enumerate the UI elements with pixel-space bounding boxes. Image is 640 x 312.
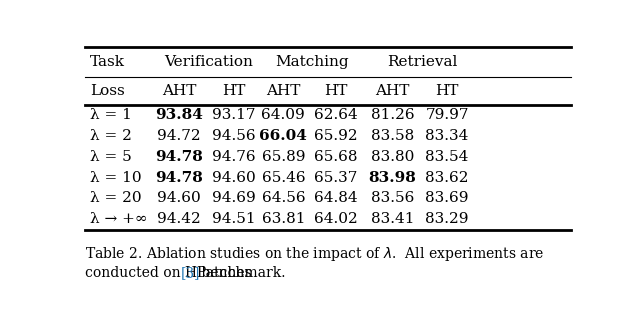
Text: 65.37: 65.37 bbox=[314, 171, 357, 185]
Text: λ = 5: λ = 5 bbox=[90, 150, 132, 164]
Text: 83.54: 83.54 bbox=[426, 150, 468, 164]
Text: λ = 1: λ = 1 bbox=[90, 108, 132, 122]
Text: HT: HT bbox=[222, 84, 246, 98]
Text: 83.29: 83.29 bbox=[426, 212, 468, 226]
Text: 94.72: 94.72 bbox=[157, 129, 201, 143]
Text: 63.81: 63.81 bbox=[262, 212, 305, 226]
Text: 83.58: 83.58 bbox=[371, 129, 414, 143]
Text: Retrieval: Retrieval bbox=[387, 55, 458, 69]
Text: 94.78: 94.78 bbox=[156, 150, 203, 164]
Text: [3]: [3] bbox=[180, 266, 200, 280]
Text: 83.34: 83.34 bbox=[426, 129, 468, 143]
Text: 94.69: 94.69 bbox=[212, 191, 255, 205]
Text: benchmark.: benchmark. bbox=[196, 266, 285, 280]
Text: 83.41: 83.41 bbox=[371, 212, 414, 226]
Text: 65.89: 65.89 bbox=[262, 150, 305, 164]
Text: 94.56: 94.56 bbox=[212, 129, 255, 143]
Text: 83.62: 83.62 bbox=[426, 171, 468, 185]
Text: Loss: Loss bbox=[90, 84, 125, 98]
Text: 94.60: 94.60 bbox=[212, 171, 255, 185]
Text: 94.60: 94.60 bbox=[157, 191, 201, 205]
Text: 65.46: 65.46 bbox=[262, 171, 305, 185]
Text: 66.04: 66.04 bbox=[259, 129, 307, 143]
Text: 83.56: 83.56 bbox=[371, 191, 414, 205]
Text: 83.98: 83.98 bbox=[369, 171, 417, 185]
Text: 62.64: 62.64 bbox=[314, 108, 357, 122]
Text: 64.56: 64.56 bbox=[262, 191, 305, 205]
Text: AHT: AHT bbox=[162, 84, 196, 98]
Text: 83.80: 83.80 bbox=[371, 150, 414, 164]
Text: 93.84: 93.84 bbox=[156, 108, 203, 122]
Text: λ = 20: λ = 20 bbox=[90, 191, 141, 205]
Text: 79.97: 79.97 bbox=[426, 108, 468, 122]
Text: 64.02: 64.02 bbox=[314, 212, 357, 226]
Text: 94.78: 94.78 bbox=[156, 171, 203, 185]
Text: λ → +∞: λ → +∞ bbox=[90, 212, 148, 226]
Text: Verification: Verification bbox=[164, 55, 253, 69]
Text: 94.51: 94.51 bbox=[212, 212, 255, 226]
Text: λ = 2: λ = 2 bbox=[90, 129, 132, 143]
Text: 81.26: 81.26 bbox=[371, 108, 414, 122]
Text: 94.76: 94.76 bbox=[212, 150, 255, 164]
Text: conducted on HPatches: conducted on HPatches bbox=[85, 266, 256, 280]
Text: Table 2. Ablation studies on the impact of $\lambda$.  All experiments are: Table 2. Ablation studies on the impact … bbox=[85, 245, 544, 263]
Text: 64.84: 64.84 bbox=[314, 191, 357, 205]
Text: Task: Task bbox=[90, 55, 125, 69]
Text: 93.17: 93.17 bbox=[212, 108, 255, 122]
Text: Matching: Matching bbox=[275, 55, 349, 69]
Text: AHT: AHT bbox=[375, 84, 410, 98]
Text: 65.92: 65.92 bbox=[314, 129, 357, 143]
Text: HT: HT bbox=[435, 84, 459, 98]
Text: 64.09: 64.09 bbox=[262, 108, 305, 122]
Text: 65.68: 65.68 bbox=[314, 150, 357, 164]
Text: HT: HT bbox=[324, 84, 347, 98]
Text: λ = 10: λ = 10 bbox=[90, 171, 141, 185]
Text: 83.69: 83.69 bbox=[426, 191, 468, 205]
Text: 94.42: 94.42 bbox=[157, 212, 201, 226]
Text: AHT: AHT bbox=[266, 84, 301, 98]
